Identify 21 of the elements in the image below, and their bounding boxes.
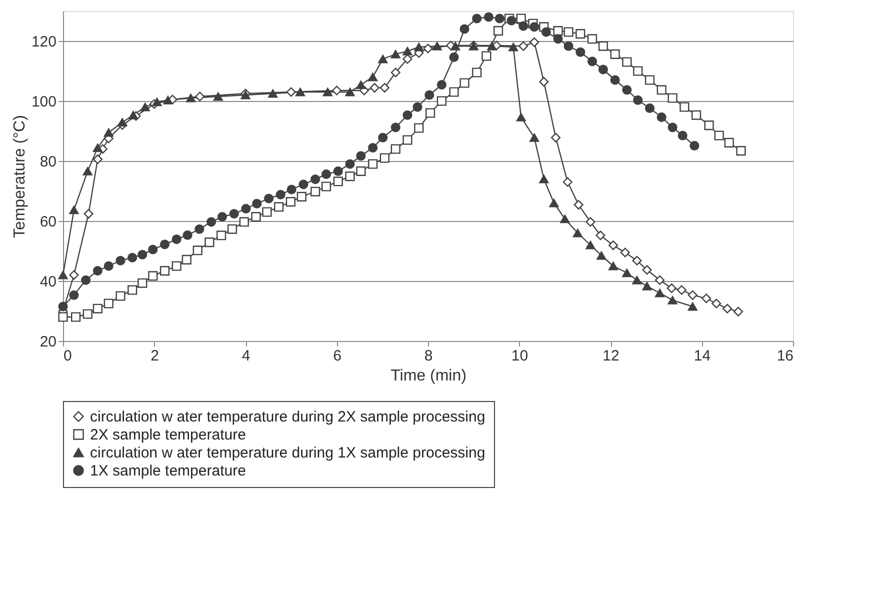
x-tick-label: 14: [694, 348, 711, 364]
x-tick-label: 8: [424, 348, 433, 364]
x-tick-label: 0: [64, 348, 72, 364]
x-tick-label: 12: [602, 348, 620, 364]
y-axis-title: Temperature (°C): [11, 115, 28, 238]
y-tick-label: 60: [40, 214, 56, 230]
x-tick-label: 6: [333, 348, 342, 364]
y-tick-label: 20: [40, 334, 56, 350]
legend-label: circulation w ater temperature during 1X sample processing: [90, 444, 486, 462]
x-tick-label: 4: [242, 348, 250, 364]
x-tick-label: 2: [150, 348, 159, 364]
y-tick-label: 120: [31, 34, 56, 50]
legend-label: circulation w ater temperature during 2X sample processing: [90, 408, 486, 426]
y-tick-label: 100: [31, 94, 56, 110]
y-tick-label: 80: [40, 154, 56, 170]
legend-label: 1X sample temperature: [90, 462, 246, 480]
x-tick-label: 16: [776, 348, 794, 364]
y-tick-label: 40: [40, 274, 56, 290]
x-axis-title: Time (min): [390, 368, 466, 384]
x-tick-label: 10: [511, 348, 528, 364]
legend-label: 2X sample temperature: [90, 426, 246, 444]
